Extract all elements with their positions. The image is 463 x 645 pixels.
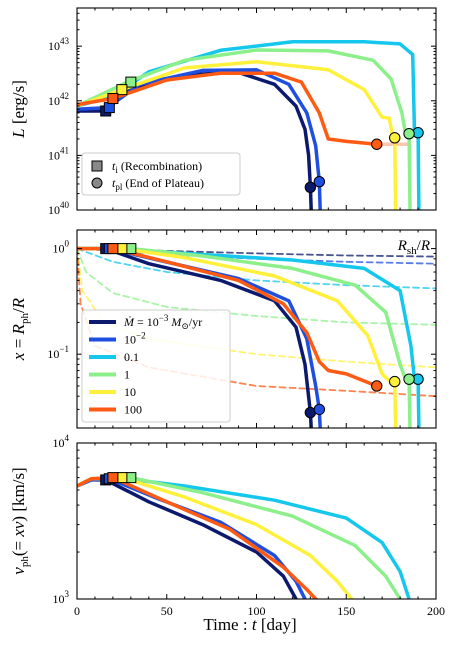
- y-tick-label: 1040: [48, 200, 70, 217]
- series-line-5: [77, 71, 379, 146]
- marker-square-3-0: [125, 76, 137, 88]
- rsh-line-4: [77, 247, 436, 369]
- y-ticks: [77, 442, 436, 600]
- legend-entry-label: 100: [124, 403, 142, 417]
- legend-entry-label: 1: [124, 368, 130, 382]
- marker-square-4-0: [116, 84, 128, 96]
- marker-circle-1-1: [313, 175, 326, 188]
- x-tick-label: 100: [248, 604, 266, 618]
- marker-circle-4-1: [389, 375, 401, 388]
- y-tick-label: 1041: [48, 145, 69, 162]
- markers: [100, 472, 137, 486]
- x-axis-title: Time : t [day]: [203, 615, 296, 634]
- legend-entry-label: Ṁ = 10−3 M⊙/yr: [123, 313, 202, 331]
- x-ticks: [76, 8, 437, 210]
- marker-circle-4-1: [389, 132, 401, 144]
- marker-circle-5-1: [371, 138, 383, 150]
- y-tick-label: 100: [53, 239, 70, 256]
- series-line-5: [77, 246, 379, 388]
- y-tick-label: 1042: [48, 91, 69, 108]
- marker-square-5-0: [107, 472, 119, 484]
- y-ticks: [77, 7, 436, 211]
- series-line-5: [77, 475, 318, 599]
- marker-circle-3-1: [403, 373, 415, 385]
- panel-luminosity: 1040 1041 1042 1043 L [erg/s] ti (Recombinati…: [9, 7, 437, 217]
- y-tick-label: 104: [53, 433, 70, 450]
- rsh-line-2: [77, 247, 436, 290]
- marker-square-5-0: [107, 93, 119, 105]
- legend-entry-label: 10−2: [124, 331, 146, 347]
- y-axis-title: x = Rph/R: [9, 297, 31, 361]
- y-axis-title: vph(= xv) [km/s]: [9, 467, 31, 574]
- rsh-line-3: [77, 247, 436, 326]
- plot-area: [77, 40, 421, 210]
- legend-square-marker: [91, 160, 103, 172]
- x-tick-label: 50: [161, 604, 173, 618]
- marker-circle-1-1: [313, 403, 326, 416]
- marker-square-5-0: [107, 243, 119, 255]
- legend-entry-label: tpl (End of Plateau): [112, 176, 204, 192]
- rsh-annotation: Rsh/R: [397, 238, 430, 257]
- markers: [100, 243, 424, 419]
- legend-box: [81, 152, 241, 196]
- marker-circle-5-1: [371, 380, 383, 392]
- markers: [100, 76, 424, 194]
- series-line-1: [77, 476, 307, 599]
- rsh-line-5: [77, 247, 436, 398]
- x-tick-label: 200: [427, 604, 445, 618]
- legend-circle-marker: [91, 177, 103, 189]
- legend-markers: ti (Recombination)tpl (End of Plateau): [81, 152, 241, 196]
- x-ticks: [76, 443, 437, 599]
- y-axis-title: L [erg/s]: [9, 80, 28, 139]
- x-tick-label: 0: [74, 604, 80, 618]
- y-tick-label: 10−1: [47, 344, 69, 361]
- marker-circle-3-1: [403, 127, 415, 140]
- plot-area: [77, 475, 411, 599]
- x-tick-label: 150: [337, 604, 355, 618]
- marker-square-1-0: [103, 102, 115, 114]
- legend-box: [81, 309, 231, 423]
- y-tick-label: 1043: [48, 36, 70, 53]
- y-tick-label: 103: [53, 589, 70, 606]
- legend-entry-label: 0.1: [124, 350, 139, 364]
- legend-entry-label: ti (Recombination): [112, 159, 202, 175]
- legend-entry-label: 10: [124, 385, 136, 399]
- panel-velocity: 0 50 100 150 200 103 104 vph(= xv) [km/s]: [9, 433, 445, 618]
- marker-circle-0-1: [304, 181, 317, 194]
- axes-frame: [76, 442, 437, 600]
- y-ticks: [77, 248, 436, 429]
- x-ticks: [76, 230, 437, 428]
